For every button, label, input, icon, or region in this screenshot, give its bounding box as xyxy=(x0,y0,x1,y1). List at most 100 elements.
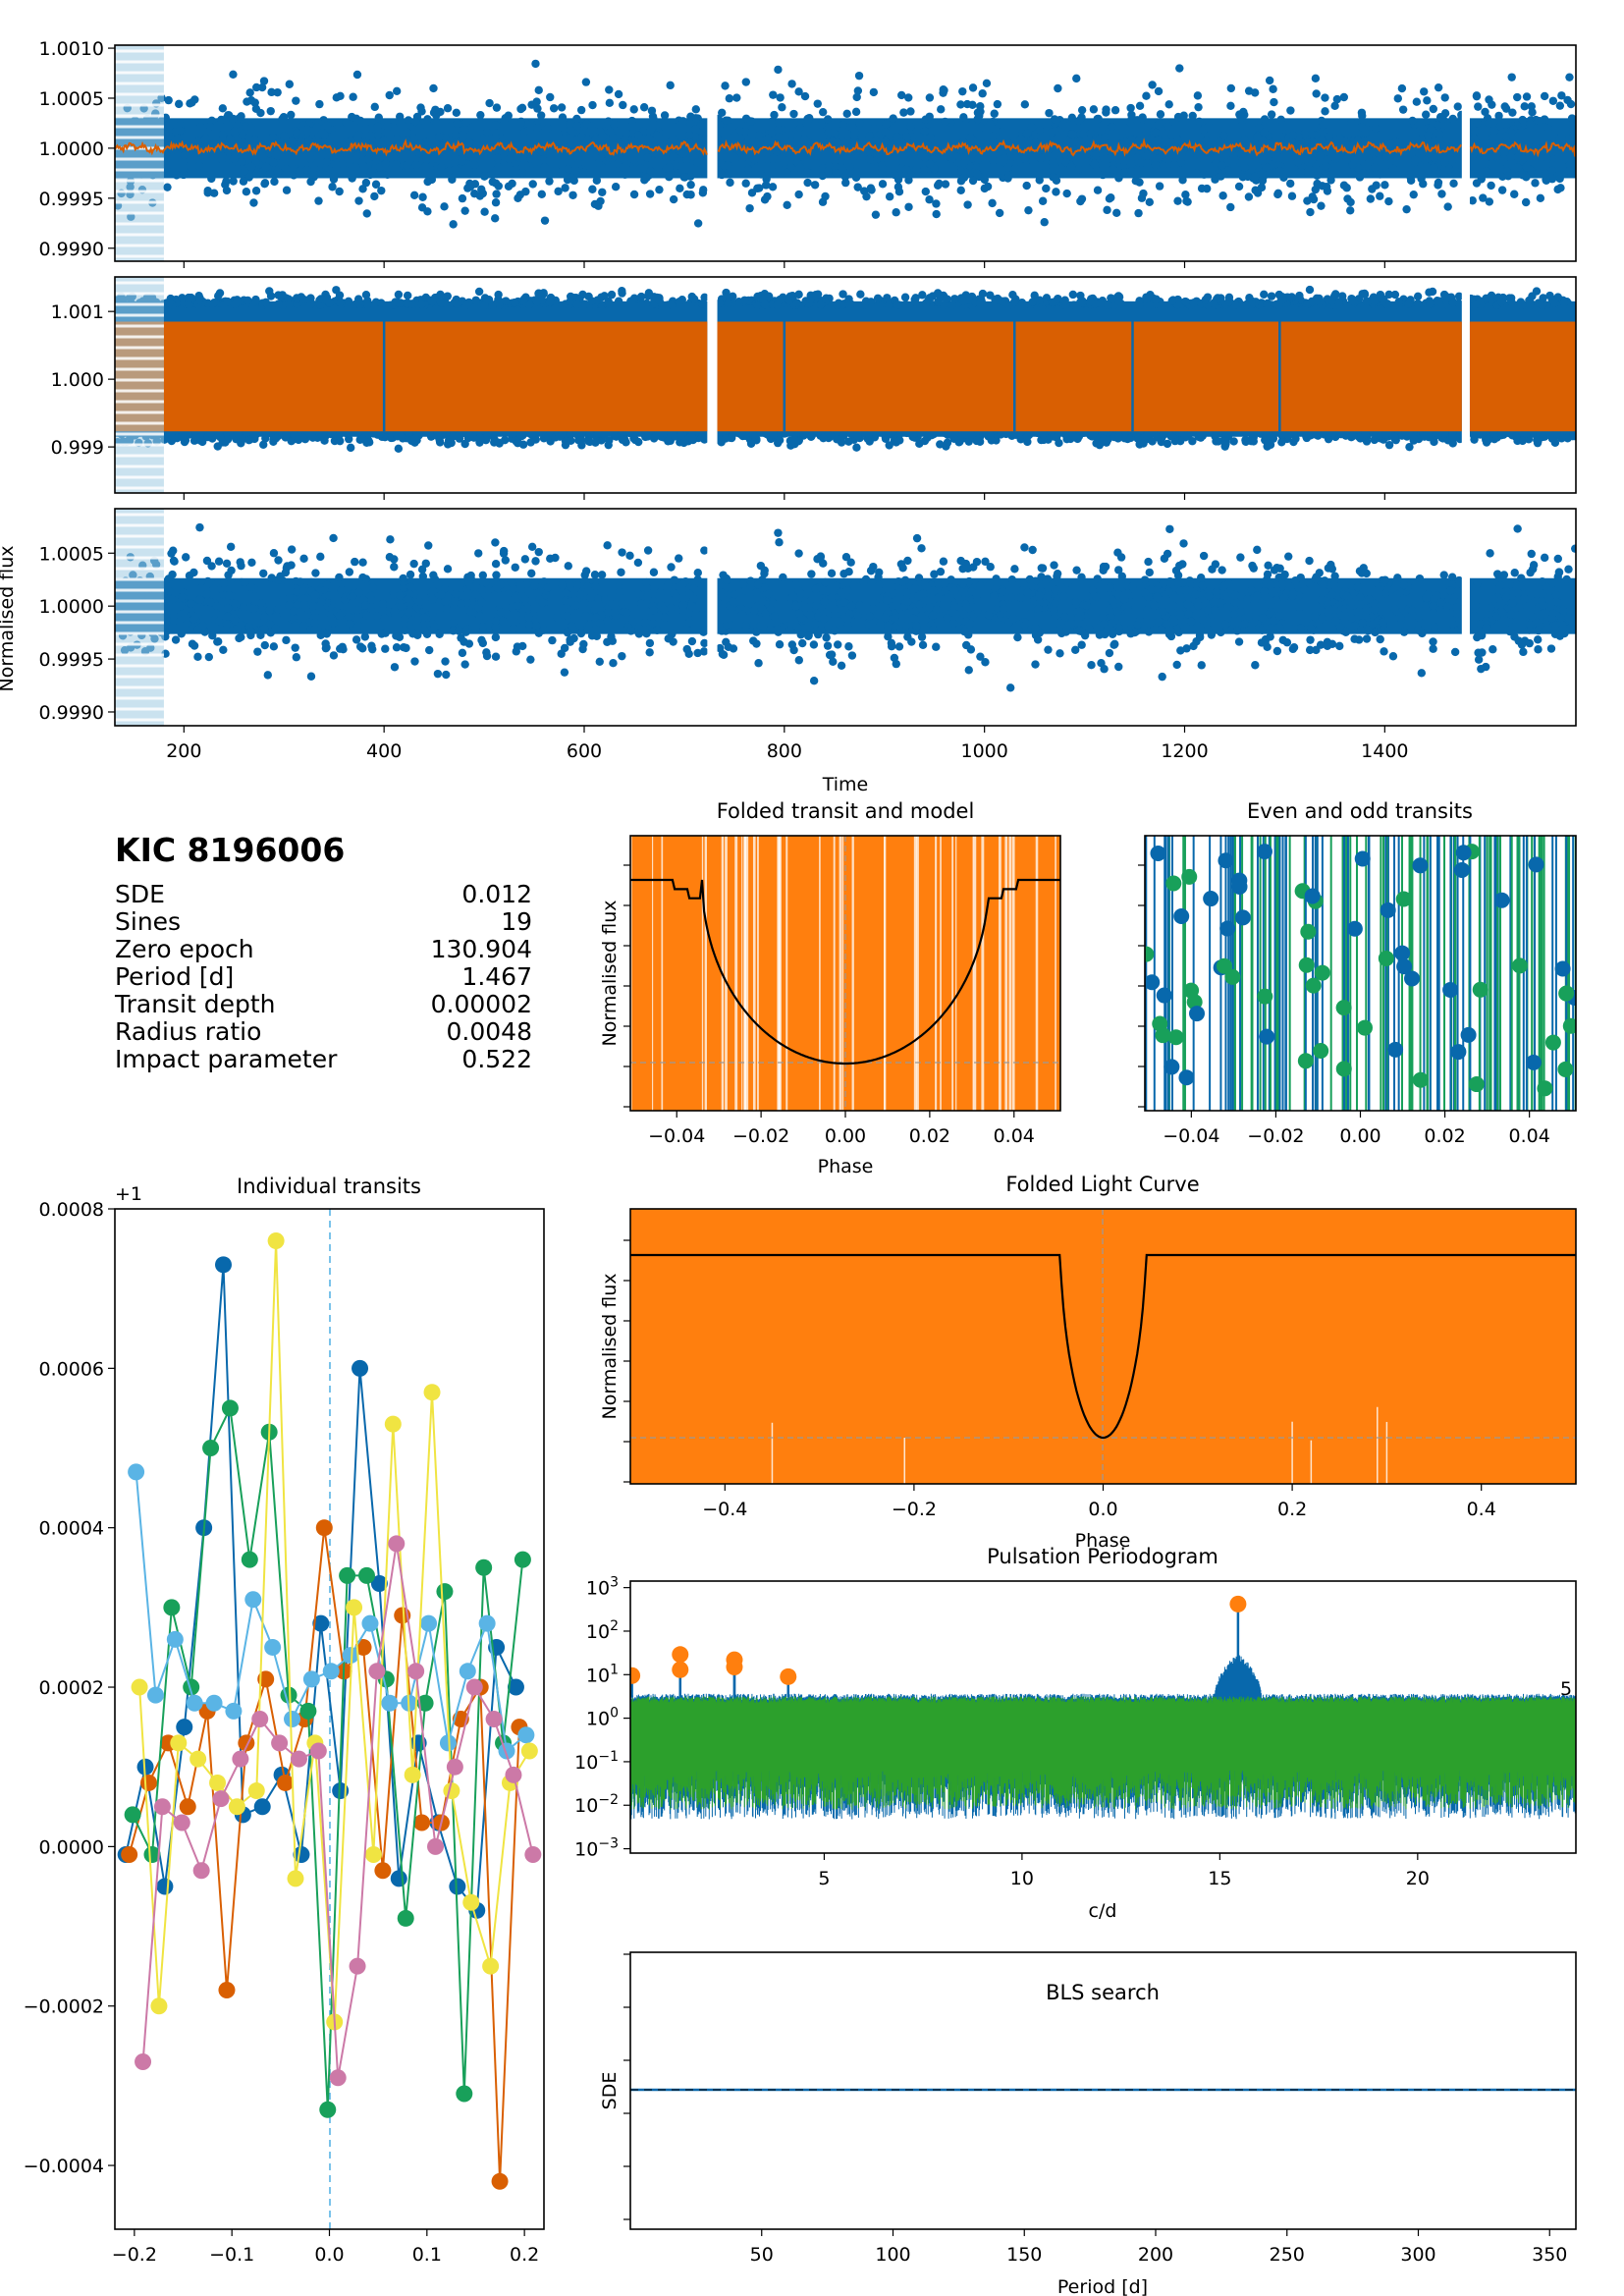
masked-region xyxy=(115,277,164,493)
flux-point xyxy=(493,153,503,163)
flux-point xyxy=(682,190,691,199)
flux-point xyxy=(1399,580,1408,589)
flux-point xyxy=(873,294,883,302)
flux-point xyxy=(499,617,508,626)
flux-point xyxy=(1052,176,1061,185)
flux-point xyxy=(809,676,819,685)
flux-point xyxy=(555,432,565,441)
flux-point xyxy=(461,118,470,127)
flux-point xyxy=(433,669,443,679)
flux-point xyxy=(386,535,395,544)
flux-point xyxy=(1204,625,1213,634)
flux-point xyxy=(699,647,709,656)
flux-point xyxy=(917,544,926,553)
flux-point xyxy=(984,610,993,620)
flux-point xyxy=(416,103,425,112)
flux-point xyxy=(560,668,569,677)
flux-point xyxy=(1191,590,1200,599)
flux-point xyxy=(881,128,890,137)
flux-point xyxy=(753,580,763,589)
flux-point xyxy=(1051,599,1059,608)
transit-series-point xyxy=(423,1384,441,1401)
flux-point xyxy=(958,564,967,574)
flux-point xyxy=(527,430,537,439)
flux-point xyxy=(1093,186,1103,194)
flux-point xyxy=(949,608,958,618)
flux-point xyxy=(634,629,644,638)
flux-point xyxy=(1236,149,1246,158)
even-odd-point xyxy=(1544,1034,1561,1051)
flux-point xyxy=(1390,604,1399,614)
transit-series-point xyxy=(315,1519,333,1537)
flux-point xyxy=(629,190,639,199)
flux-point xyxy=(947,301,957,309)
flux-point xyxy=(1400,430,1409,439)
flux-point xyxy=(1156,110,1165,119)
flux-point xyxy=(214,617,224,626)
flux-point xyxy=(1087,660,1096,670)
flux-point xyxy=(837,587,845,597)
flux-point xyxy=(842,586,852,595)
flux-point xyxy=(1323,429,1332,439)
flux-point xyxy=(536,111,546,120)
flux-point xyxy=(1541,169,1549,178)
flux-point xyxy=(1274,301,1283,310)
flux-point xyxy=(1181,298,1191,306)
flux-point xyxy=(246,582,255,591)
flux-point xyxy=(195,294,204,302)
flux-point xyxy=(1234,637,1244,646)
flux-point xyxy=(774,528,783,537)
even-odd-point xyxy=(1453,861,1470,878)
folded-transit-yticks xyxy=(623,864,630,1108)
flux-point xyxy=(1039,429,1048,439)
flux-point xyxy=(1049,625,1058,634)
flux-point xyxy=(858,151,868,161)
flux-point xyxy=(764,292,774,301)
flux-point xyxy=(1077,573,1086,581)
flux-point xyxy=(491,121,500,130)
flux-point xyxy=(1510,569,1519,577)
flux-point xyxy=(1253,591,1262,600)
flux-point xyxy=(311,569,320,577)
flux-point xyxy=(1074,627,1084,635)
flux-point xyxy=(1265,76,1274,85)
even-odd-point xyxy=(1216,957,1232,974)
flux-point xyxy=(554,187,563,196)
flux-point xyxy=(346,443,355,453)
raw-lightcurve-xticks xyxy=(183,261,1385,268)
transit-series-point xyxy=(214,1256,232,1274)
flux-point xyxy=(1010,164,1020,173)
flux-point xyxy=(1342,591,1351,601)
flux-point xyxy=(843,615,852,624)
lc-y-tick-label: 0.999 xyxy=(51,437,104,459)
flux-point xyxy=(1402,204,1411,214)
flux-point xyxy=(370,191,379,201)
even-odd-point xyxy=(1234,909,1251,926)
flux-point xyxy=(265,287,274,296)
flux-point xyxy=(1249,433,1258,442)
flux-point xyxy=(1103,301,1112,309)
flux-point xyxy=(360,632,369,641)
flux-point xyxy=(1307,130,1317,138)
flux-point xyxy=(435,629,444,639)
flux-point xyxy=(1557,91,1566,100)
flux-point xyxy=(504,182,514,191)
flux-point xyxy=(722,116,731,125)
flux-point xyxy=(226,135,235,143)
flux-point xyxy=(919,589,928,598)
flux-point xyxy=(1172,660,1181,670)
flux-point xyxy=(285,300,294,309)
flux-point xyxy=(655,296,664,304)
flux-point xyxy=(838,625,847,633)
flux-point xyxy=(1501,132,1510,141)
lc-y-tick-label: 0.9990 xyxy=(39,239,104,260)
flux-point xyxy=(517,615,526,624)
flux-point xyxy=(1518,115,1527,125)
flux-point xyxy=(1276,115,1285,125)
flux-point xyxy=(516,430,525,439)
flux-point xyxy=(204,578,213,588)
flux-point xyxy=(1091,150,1101,159)
flux-point xyxy=(309,164,319,173)
flux-point xyxy=(925,603,934,612)
flux-point xyxy=(236,558,244,567)
